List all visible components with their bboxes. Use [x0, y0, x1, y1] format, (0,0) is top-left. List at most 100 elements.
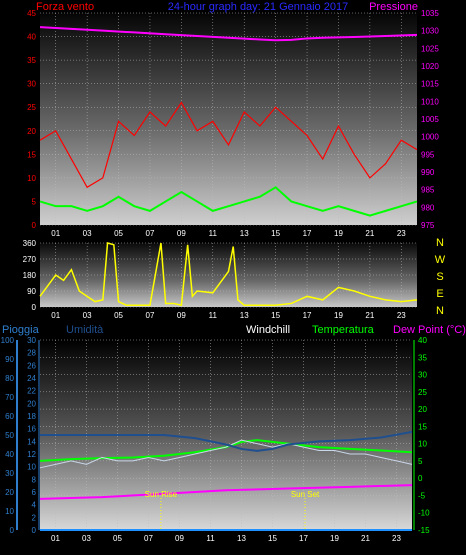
x-tick-label: 23 [397, 311, 406, 320]
y-tick-label-rain: 40 [5, 450, 14, 459]
y-tick-label-humidity: 10 [27, 463, 36, 472]
y-tick-label-humidity: 0 [32, 526, 37, 535]
y-tick-label-temperature: 40 [418, 336, 427, 345]
y-tick-label-pressure: 1015 [421, 80, 439, 89]
y-tick-label-humidity: 20 [27, 399, 36, 408]
y-tick-label-temperature: 0 [418, 474, 423, 483]
y-tick-label-pressure: 995 [421, 150, 435, 159]
y-tick-label-humidity: 22 [27, 387, 36, 396]
x-tick-label: 07 [146, 229, 155, 238]
x-tick-label: 19 [330, 534, 339, 543]
y-tick-label-humidity: 26 [27, 361, 36, 370]
y-tick-label-rain: 100 [1, 336, 15, 345]
x-tick-label: 01 [51, 534, 60, 543]
y-tick-label-rain: 20 [5, 488, 14, 497]
direction-letter: S [436, 271, 443, 283]
y-tick-label-wind: 10 [27, 174, 36, 183]
x-tick-label: 05 [114, 311, 123, 320]
y-tick-label-rain: 80 [5, 374, 14, 383]
legend-rain: Pioggia [2, 324, 40, 336]
y-tick-label-temperature: 35 [418, 353, 427, 362]
panel-wind-pressure [40, 13, 417, 225]
x-tick-label: 15 [268, 534, 277, 543]
y-tick-label-pressure: 1000 [421, 133, 439, 142]
x-tick-label: 23 [397, 229, 406, 238]
y-tick-label-temperature: 25 [418, 388, 427, 397]
wind-low-line [39, 186, 418, 217]
y-tick-label-direction: 360 [23, 239, 37, 248]
wind-direction-line [39, 242, 418, 307]
y-tick-label-temperature: 5 [418, 457, 423, 466]
y-tick-label-rain: 30 [5, 469, 14, 478]
y-tick-label-humidity: 4 [32, 501, 37, 510]
x-tick-label: 21 [365, 229, 374, 238]
x-tick-label: 03 [83, 311, 92, 320]
y-tick-label-humidity: 6 [32, 488, 37, 497]
y-tick-label-rain: 60 [5, 412, 14, 421]
x-tick-label: 15 [271, 229, 280, 238]
sunset-label: Sun Set [291, 490, 320, 499]
y-tick-label-rain: 0 [10, 526, 15, 535]
y-tick-label-wind: 15 [27, 150, 36, 159]
y-tick-label-humidity: 2 [32, 513, 37, 522]
y-tick-label-rain: 70 [5, 393, 14, 402]
y-tick-label-temperature: 15 [418, 422, 427, 431]
y-tick-label-temperature: -10 [418, 509, 430, 518]
y-tick-label-humidity: 24 [27, 374, 36, 383]
y-tick-label-humidity: 14 [27, 437, 36, 446]
x-tick-label: 13 [240, 229, 249, 238]
y-tick-label-pressure: 985 [421, 186, 435, 195]
y-tick-label-pressure: 1005 [421, 115, 439, 124]
y-tick-label-wind: 0 [32, 221, 37, 230]
x-tick-label: 09 [177, 229, 186, 238]
legend-humidity: Umidità [66, 324, 104, 336]
y-tick-label-wind: 25 [27, 103, 36, 112]
x-tick-label: 19 [334, 311, 343, 320]
y-tick-label-temperature: -5 [418, 491, 426, 500]
y-tick-label-humidity: 16 [27, 425, 36, 434]
x-tick-label: 09 [177, 311, 186, 320]
y-tick-label-direction: 270 [23, 255, 37, 264]
y-tick-label-direction: 90 [27, 287, 36, 296]
y-tick-label-temperature: -15 [418, 526, 430, 535]
y-tick-label-temperature: 20 [418, 405, 427, 414]
x-tick-label: 19 [334, 229, 343, 238]
y-tick-label-pressure: 975 [421, 221, 435, 230]
header-pressure-label: Pressione [369, 1, 418, 13]
direction-letter: E [436, 288, 443, 300]
y-tick-label-rain: 10 [5, 507, 14, 516]
y-tick-label-pressure: 1010 [421, 97, 439, 106]
y-tick-label-rain: 50 [5, 431, 14, 440]
legend-windchill: Windchill [246, 324, 290, 336]
y-tick-label-rain: 90 [5, 355, 14, 364]
x-tick-label: 07 [144, 534, 153, 543]
legend-dew-point: Dew Point (°C) [393, 324, 466, 336]
x-tick-label: 21 [365, 311, 374, 320]
x-tick-label: 21 [361, 534, 370, 543]
direction-letter: N [436, 237, 444, 249]
legend-temperature: Temperatura [312, 324, 375, 336]
x-tick-label: 17 [303, 229, 312, 238]
y-tick-label-wind: 45 [27, 9, 36, 18]
y-tick-label-humidity: 8 [32, 475, 37, 484]
sunrise-label: Sun Rise [145, 490, 178, 499]
windchill-line [39, 439, 413, 469]
y-tick-label-wind: 40 [27, 33, 36, 42]
x-tick-label: 11 [209, 311, 218, 320]
x-tick-label: 17 [299, 534, 308, 543]
x-tick-label: 23 [392, 534, 401, 543]
x-tick-label: 15 [271, 311, 280, 320]
y-tick-label-pressure: 1030 [421, 27, 439, 36]
y-tick-label-pressure: 990 [421, 168, 435, 177]
y-tick-label-wind: 35 [27, 56, 36, 65]
x-tick-label: 11 [209, 229, 218, 238]
x-tick-label: 03 [83, 229, 92, 238]
x-tick-label: 05 [113, 534, 122, 543]
y-tick-label-temperature: 10 [418, 440, 427, 449]
x-tick-label: 05 [114, 229, 123, 238]
y-tick-label-wind: 30 [27, 80, 36, 89]
y-tick-label-pressure: 980 [421, 203, 435, 212]
x-tick-label: 01 [51, 311, 60, 320]
y-tick-label-humidity: 18 [27, 412, 36, 421]
